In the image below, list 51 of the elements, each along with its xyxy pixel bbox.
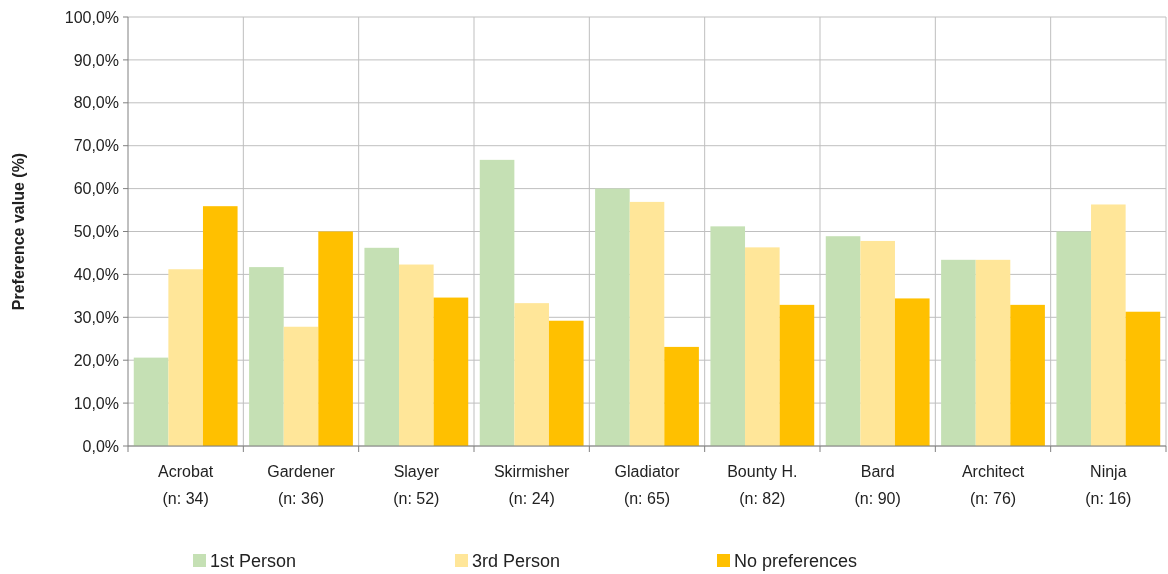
x-tick-label: Acrobat (n: 34) xyxy=(158,463,214,507)
bar xyxy=(202,206,238,446)
bar xyxy=(514,303,549,446)
legend-label: 1st Person xyxy=(210,551,297,572)
bar xyxy=(941,259,976,446)
x-tick-label: Bounty H. (n: 82) xyxy=(727,463,798,507)
bar xyxy=(664,346,699,446)
bar xyxy=(1091,204,1126,446)
bar xyxy=(745,247,780,446)
x-tick-label: Gardener (n: 36) xyxy=(267,463,336,507)
bar xyxy=(479,159,515,446)
bar xyxy=(283,326,319,446)
bar xyxy=(364,247,400,446)
bar xyxy=(433,297,469,446)
bar xyxy=(249,267,284,446)
bar xyxy=(399,264,434,446)
y-tick-label: 70,0% xyxy=(73,137,119,155)
bar xyxy=(710,226,746,446)
y-tick-label: 60,0% xyxy=(73,180,119,198)
bar xyxy=(1010,304,1045,446)
bar xyxy=(894,298,930,446)
x-tick-label: Bard (n: 90) xyxy=(854,463,901,507)
legend-label: No preferences xyxy=(734,551,858,572)
y-tick-label: 10,0% xyxy=(73,394,119,412)
bar xyxy=(168,269,203,446)
bar xyxy=(975,259,1011,446)
y-tick-label: 80,0% xyxy=(73,94,119,112)
bar xyxy=(1056,231,1092,446)
y-tick-label: 100,0% xyxy=(64,8,119,26)
bar xyxy=(1125,311,1161,446)
x-tick-label: Architect (n: 76) xyxy=(961,463,1025,507)
bar xyxy=(595,188,630,446)
y-tick-label: 20,0% xyxy=(73,351,119,369)
y-tick-label: 40,0% xyxy=(73,266,119,283)
y-tick-label: 30,0% xyxy=(73,308,119,326)
bar xyxy=(629,201,665,446)
y-axis-title: Preference value (%) xyxy=(10,152,27,311)
y-tick-label: 90,0% xyxy=(73,51,119,69)
bar xyxy=(548,320,584,446)
x-tick-label: Slayer (n: 52) xyxy=(393,463,440,507)
legend-label: 3rd Person xyxy=(472,551,561,572)
x-tick-label: Ninja (n: 16) xyxy=(1085,463,1132,507)
bar xyxy=(318,231,353,446)
bar xyxy=(133,357,169,446)
y-tick-label: 0,0% xyxy=(82,437,119,455)
bar xyxy=(779,304,815,446)
y-tick-label: 50,0% xyxy=(73,223,119,241)
bar xyxy=(860,240,895,446)
bar xyxy=(825,236,861,446)
x-tick-label: Gladiator (n: 65) xyxy=(614,463,681,507)
x-tick-label: Skirmisher (n: 24) xyxy=(493,463,571,507)
